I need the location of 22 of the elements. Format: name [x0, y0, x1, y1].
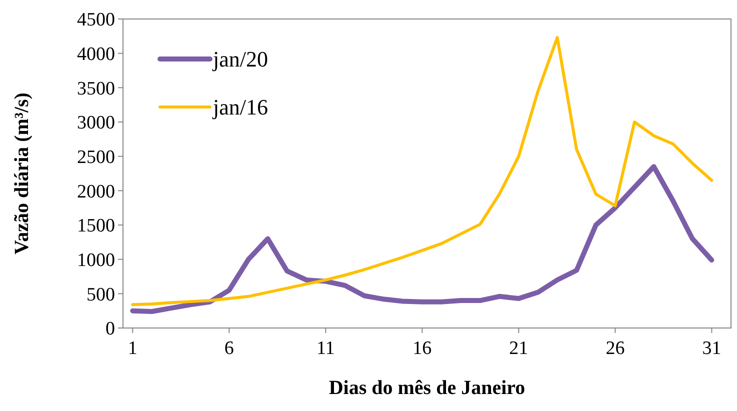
legend-label: jan/20: [212, 46, 268, 72]
y-tick-label: 3500: [77, 78, 115, 100]
y-axis-title: Vazão diária (m³/s): [11, 92, 33, 254]
x-tick-label: 26: [606, 338, 625, 359]
legend-label: jan/16: [212, 94, 268, 120]
x-tick-label: 31: [702, 338, 722, 359]
x-axis-title: Dias do mês de Janeiro: [328, 377, 526, 399]
x-tick-label: 21: [509, 338, 528, 359]
y-tick-label: 4500: [77, 10, 115, 31]
x-tick-label: 16: [412, 338, 432, 359]
y-tick-label: 1500: [77, 216, 115, 237]
y-tick-label: 3000: [77, 112, 115, 134]
line-series: [131, 36, 714, 306]
y-tick-label: 1000: [77, 250, 115, 271]
y-tick-label: 2500: [77, 146, 115, 168]
y-tick-label: 2000: [77, 181, 115, 202]
y-tick-label: 500: [86, 284, 115, 306]
y-tick-label: 4000: [77, 44, 115, 65]
y-tick-label: 0: [106, 318, 115, 340]
x-tick-label: 11: [316, 338, 335, 359]
x-tick-label: 1: [128, 338, 138, 359]
x-tick-label: 6: [224, 338, 234, 359]
